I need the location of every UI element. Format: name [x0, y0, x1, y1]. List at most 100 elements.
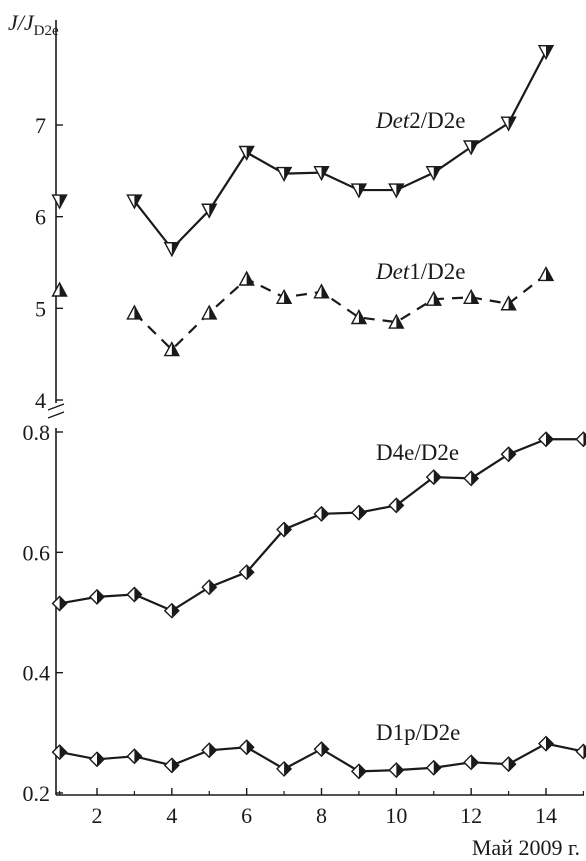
data-point: [126, 304, 143, 320]
series-label-rest: D4e/D2e: [376, 440, 459, 465]
data-point: [313, 165, 330, 182]
data-point-shape: [97, 752, 104, 767]
series-label: D4e/D2e: [376, 440, 459, 465]
data-point: [500, 295, 517, 311]
data-point: [350, 309, 368, 325]
data-point: [500, 116, 517, 132]
data-point-shape: [433, 470, 441, 485]
data-point: [238, 145, 255, 161]
data-point: [388, 183, 405, 199]
data-point: [350, 763, 367, 780]
data-point-shape: [546, 45, 553, 59]
x-axis-title: Май 2009 г.: [472, 835, 580, 860]
data-point: [538, 431, 554, 448]
data-point: [575, 431, 586, 448]
data-point-shape: [321, 742, 329, 757]
data-point-shape: [471, 471, 479, 486]
data-point-shape: [246, 146, 254, 160]
data-point-shape: [358, 764, 366, 779]
data-point-shape: [583, 432, 586, 447]
data-point: [276, 521, 293, 538]
data-point-shape: [546, 432, 553, 447]
data-point-shape: [284, 290, 292, 304]
data-point: [462, 140, 480, 156]
data-point: [425, 165, 442, 182]
data-point: [425, 759, 442, 776]
data-point-shape: [508, 296, 516, 310]
data-point: [163, 602, 180, 619]
x-tick-label: 12: [460, 803, 482, 828]
data-point: [388, 497, 405, 514]
y-axis-title: J/JD2e: [8, 10, 59, 39]
data-point-shape: [209, 743, 217, 758]
data-point: [463, 470, 480, 487]
data-point: [201, 579, 218, 596]
data-point-shape: [171, 342, 179, 356]
y-tick-label-lower: 0.8: [23, 420, 51, 445]
data-point: [313, 283, 330, 299]
series-label-italic: Det: [375, 108, 410, 133]
y-tick-label-lower: 0.2: [23, 781, 51, 806]
data-point-shape: [59, 745, 67, 760]
data-point-shape: [358, 505, 366, 520]
y-axis-title-sub: D2e: [34, 23, 59, 39]
data-point-shape: [358, 184, 366, 198]
x-tick-label: 10: [385, 803, 407, 828]
data-point-shape: [508, 757, 516, 772]
data-point: [51, 595, 68, 612]
data-point: [388, 762, 405, 779]
series-label: D1p/D2e: [376, 720, 460, 745]
data-point: [350, 183, 368, 199]
data-point-shape: [508, 117, 516, 131]
data-point: [126, 194, 143, 210]
data-point-shape: [321, 506, 329, 521]
data-point-shape: [583, 744, 586, 759]
x-tick-label: 4: [166, 803, 177, 828]
data-point: [201, 203, 218, 219]
data-point-shape: [321, 284, 329, 298]
data-point-shape: [171, 603, 179, 618]
data-point: [537, 265, 555, 282]
data-point-shape: [59, 596, 67, 611]
data-point-shape: [433, 166, 441, 180]
data-point-shape: [358, 310, 366, 324]
y-tick-label-upper: 7: [35, 113, 46, 138]
data-point: [238, 564, 255, 581]
data-point-shape: [171, 758, 179, 773]
x-tick-label: 6: [241, 803, 252, 828]
axis-break-mark: [47, 403, 65, 411]
data-point: [462, 288, 480, 305]
data-point: [500, 446, 517, 463]
y-axis-title-main: J/J: [8, 10, 35, 35]
series-label: Det2/D2e: [375, 108, 465, 133]
data-point-shape: [471, 290, 479, 304]
data-point-shape: [134, 749, 142, 764]
data-point: [350, 504, 367, 521]
data-point: [163, 757, 180, 774]
data-point: [51, 744, 68, 761]
data-point: [425, 469, 442, 486]
data-point: [388, 313, 405, 329]
data-point: [463, 754, 480, 771]
data-point: [238, 270, 255, 286]
data-point-shape: [284, 761, 292, 776]
data-point-shape: [134, 305, 142, 319]
data-point-shape: [433, 760, 441, 775]
series-label-rest: 1/D2e: [409, 259, 465, 284]
data-point: [313, 741, 330, 758]
y-tick-label-upper: 5: [35, 296, 46, 321]
data-point-shape: [546, 267, 553, 281]
data-point: [126, 748, 143, 765]
data-point-shape: [284, 167, 292, 181]
x-tick-label: 8: [316, 803, 327, 828]
data-point: [126, 586, 143, 603]
data-point-shape: [97, 589, 104, 604]
x-tick-label: 2: [92, 803, 103, 828]
data-point-shape: [134, 195, 142, 209]
data-point: [89, 588, 105, 605]
series-line: [59, 438, 584, 612]
data-point: [276, 760, 293, 777]
series-label: Det1/D2e: [375, 259, 465, 284]
